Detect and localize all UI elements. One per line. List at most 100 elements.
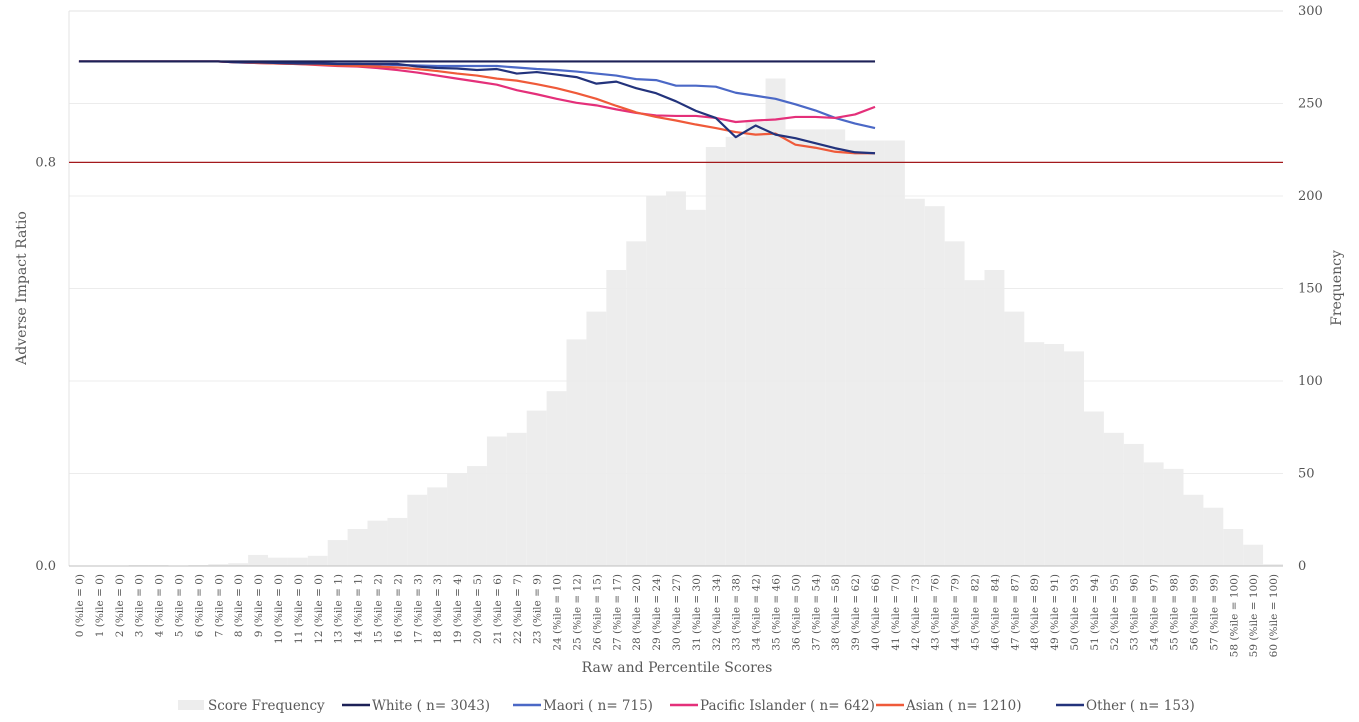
x-tick-label: 13 (%ile = 1) [333,574,345,644]
x-tick-label: 14 (%ile = 1) [353,574,365,644]
frequency-bar [208,564,229,566]
frequency-bar [327,540,348,566]
x-tick-label: 3 (%ile = 0) [134,574,146,637]
x-tick-label: 48 (%ile = 89) [1029,574,1041,651]
x-tick-label: 58 (%ile = 100) [1228,574,1240,657]
x-tick-label: 47 (%ile = 87) [1009,574,1021,651]
frequency-bar [705,146,726,567]
x-tick-label: 26 (%ile = 15) [591,574,603,651]
legend-label: Pacific Islander ( n= 642) [700,698,875,714]
x-tick-label: 16 (%ile = 2) [392,574,404,644]
x-tick-label: 10 (%ile = 0) [273,574,285,644]
x-tick-label: 59 (%ile = 100) [1248,574,1260,657]
x-tick-label: 42 (%ile = 73) [910,574,922,651]
x-tick-label: 12 (%ile = 0) [313,574,325,644]
x-tick-label: 44 (%ile = 79) [950,574,962,651]
legend: Score Frequency White ( n= 3043) Maori ( n… [178,698,1195,714]
frequency-bar [984,270,1005,566]
axes-layer: 0.0 0.8 0 50 100 150 200 250 300 0 (%ile = 0) 1 (%… [35,4,1323,657]
frequency-bar [765,78,786,566]
frequency-bar [268,557,288,566]
frequency-bar [924,206,945,566]
x-tick-label: 50 (%ile = 93) [1069,574,1081,651]
x-tick-label: 27 (%ile = 17) [611,574,623,651]
right-tick-label: 200 [1298,189,1323,204]
x-tick-label: 21 (%ile = 6) [492,574,504,644]
frequency-bar [467,466,487,566]
x-tick-label: 39 (%ile = 62) [850,574,862,651]
frequency-bar [964,280,985,566]
right-tick-label: 150 [1298,282,1323,297]
x-tick-label: 31 (%ile = 30) [691,574,703,651]
frequency-bar [287,557,308,566]
frequency-bar [506,432,527,566]
frequency-bar [884,140,905,566]
x-tick-label: 29 (%ile = 24) [651,574,663,651]
x-tick-label: 57 (%ile = 99) [1208,574,1220,651]
x-tick-label: 36 (%ile = 50) [790,574,802,651]
frequency-bar [1143,462,1164,566]
x-tick-label: 30 (%ile = 27) [671,574,683,651]
frequency-bar [1243,544,1264,566]
x-tick-label: 49 (%ile = 91) [1049,574,1061,651]
x-tick-label: 52 (%ile = 95) [1109,574,1121,651]
frequency-bar [387,517,408,566]
x-tick-label: 22 (%ile = 7) [512,574,524,644]
legend-label: Other ( n= 153) [1086,698,1195,714]
frequency-bar [944,241,965,566]
left-tick-label: 0.8 [35,155,56,170]
x-tick-label: 11 (%ile = 0) [293,574,305,644]
frequency-bar [1083,411,1104,566]
x-tick-label: 1 (%ile = 0) [94,574,106,637]
frequency-bar [526,410,547,566]
x-tick-label: 45 (%ile = 82) [970,574,982,651]
grid-layer [68,10,1283,566]
x-tick-label: 32 (%ile = 34) [711,574,723,651]
frequency-bar [248,554,269,566]
frequency-bar [1103,432,1124,566]
frequency-bar [805,129,826,566]
x-tick-label: 23 (%ile = 9) [532,574,544,644]
frequency-bar [785,129,806,566]
series-line [78,60,876,130]
x-tick-label: 5 (%ile = 0) [173,574,185,637]
x-tick-label: 56 (%ile = 99) [1188,574,1200,651]
frequency-bar [1203,507,1224,566]
right-axis-title: Frequency [1329,250,1345,326]
frequency-bar [586,311,607,567]
frequency-bar [725,136,746,567]
x-axis-title: Raw and Percentile Scores [582,660,773,676]
frequency-bar [566,339,587,567]
frequency-bar [865,140,885,566]
frequency-bar [745,122,766,566]
frequency-bar [347,529,368,566]
x-tick-label: 9 (%ile = 0) [253,574,265,637]
x-tick-label: 7 (%ile = 0) [213,574,225,637]
frequency-bar [845,140,866,566]
legend-label: Maori ( n= 715) [543,698,653,714]
x-tick-label: 37 (%ile = 54) [810,574,822,651]
x-tick-label: 38 (%ile = 58) [830,574,842,651]
frequency-bar [904,198,925,566]
x-tick-label: 35 (%ile = 46) [771,574,783,651]
x-tick-label: 24 (%ile = 10) [552,574,564,651]
frequency-bar [427,487,448,567]
legend-label: White ( n= 3043) [372,698,490,714]
x-tick-label: 18 (%ile = 3) [432,574,444,644]
x-tick-label: 17 (%ile = 3) [412,574,424,644]
x-tick-label: 28 (%ile = 20) [631,574,643,651]
frequency-bar [1123,443,1144,566]
right-tick-label: 100 [1298,374,1323,389]
x-tick-label: 60 (%ile = 100) [1268,574,1280,657]
frequency-bar [367,520,388,566]
x-tick-label: 8 (%ile = 0) [233,574,245,637]
x-tick-label: 46 (%ile = 84) [989,574,1001,651]
frequency-bar [486,436,507,566]
x-tick-label: 20 (%ile = 5) [472,574,484,644]
left-axis-title: Adverse Impact Ratio [14,211,30,366]
right-tick-label: 0 [1298,559,1306,574]
frequency-bar [1223,529,1244,566]
frequency-bar [1064,351,1084,566]
frequency-bar [626,241,647,566]
